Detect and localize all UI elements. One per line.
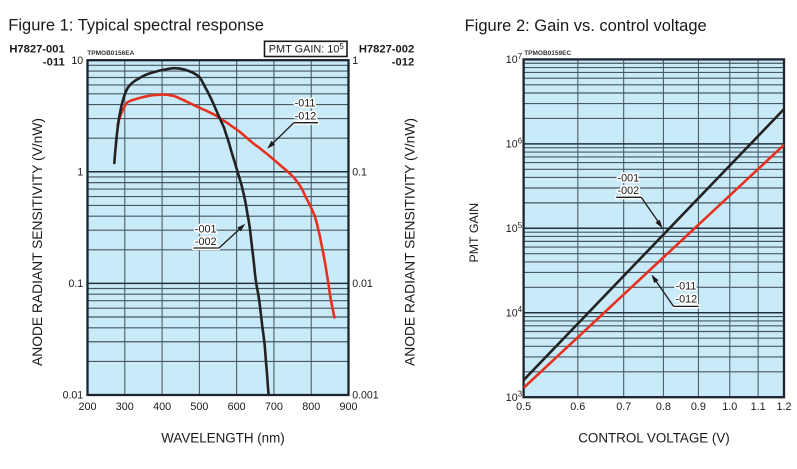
svg-text:0.6: 0.6: [570, 401, 585, 413]
svg-text:600: 600: [228, 401, 246, 413]
svg-text:1.2: 1.2: [776, 401, 791, 413]
svg-text:10: 10: [506, 139, 518, 151]
svg-text:1.1: 1.1: [751, 401, 766, 413]
svg-text:900: 900: [339, 401, 357, 413]
svg-text:ANODE RADIANT SENSITIVITY (V/n: ANODE RADIANT SENSITIVITY (V/nW): [402, 118, 417, 366]
svg-text:PMT GAIN: 105: PMT GAIN: 105: [269, 42, 345, 56]
svg-text:Figure 2: Gain vs. control vol: Figure 2: Gain vs. control voltage: [465, 17, 707, 35]
svg-text:0.5: 0.5: [516, 401, 531, 413]
svg-text:10: 10: [506, 223, 518, 235]
svg-text:3: 3: [518, 390, 522, 399]
svg-text:800: 800: [302, 401, 320, 413]
svg-text:-012: -012: [392, 56, 414, 68]
svg-text:-001: -001: [618, 173, 640, 185]
svg-text:WAVELENGTH (nm): WAVELENGTH (nm): [161, 431, 285, 446]
svg-text:5: 5: [518, 221, 523, 230]
svg-text:1.0: 1.0: [722, 401, 737, 413]
svg-text:4: 4: [518, 305, 523, 314]
svg-text:400: 400: [153, 401, 171, 413]
svg-text:-012: -012: [676, 293, 698, 305]
svg-text:7: 7: [518, 52, 522, 61]
svg-text:PMT GAIN: PMT GAIN: [467, 203, 481, 263]
svg-text:0.001: 0.001: [352, 390, 379, 402]
svg-text:0.9: 0.9: [691, 401, 706, 413]
svg-text:TPMOB0159EC: TPMOB0159EC: [524, 50, 571, 57]
svg-text:700: 700: [265, 401, 283, 413]
svg-text:1: 1: [352, 55, 358, 67]
svg-text:300: 300: [116, 401, 134, 413]
svg-text:0.1: 0.1: [352, 167, 367, 179]
svg-text:-012: -012: [295, 110, 317, 122]
svg-text:H7827-001: H7827-001: [9, 44, 64, 56]
svg-text:-011: -011: [43, 56, 65, 68]
svg-text:0.8: 0.8: [656, 401, 671, 413]
svg-text:-011: -011: [676, 280, 697, 292]
svg-text:10: 10: [506, 392, 518, 404]
svg-text:0.01: 0.01: [63, 390, 84, 402]
svg-text:6: 6: [518, 136, 522, 145]
svg-text:TPMOB0156EA: TPMOB0156EA: [87, 50, 134, 57]
svg-text:500: 500: [190, 401, 208, 413]
svg-text:Figure 1: Typical spectral res: Figure 1: Typical spectral response: [8, 17, 264, 35]
svg-text:ANODE RADIANT SENSITIVITY (V/n: ANODE RADIANT SENSITIVITY (V/nW): [30, 118, 45, 366]
svg-text:H7827-002: H7827-002: [359, 44, 414, 56]
svg-text:0.1: 0.1: [68, 278, 83, 290]
svg-text:10: 10: [71, 55, 83, 67]
svg-text:-002: -002: [618, 185, 640, 197]
svg-text:1: 1: [77, 167, 83, 179]
svg-text:-001: -001: [195, 223, 217, 235]
svg-text:0.01: 0.01: [352, 278, 373, 290]
svg-text:CONTROL VOLTAGE (V): CONTROL VOLTAGE (V): [578, 431, 730, 446]
svg-text:-011: -011: [295, 98, 316, 110]
svg-text:10: 10: [506, 54, 518, 66]
svg-text:0.7: 0.7: [616, 401, 631, 413]
svg-text:10: 10: [506, 307, 518, 319]
svg-text:200: 200: [78, 401, 96, 413]
